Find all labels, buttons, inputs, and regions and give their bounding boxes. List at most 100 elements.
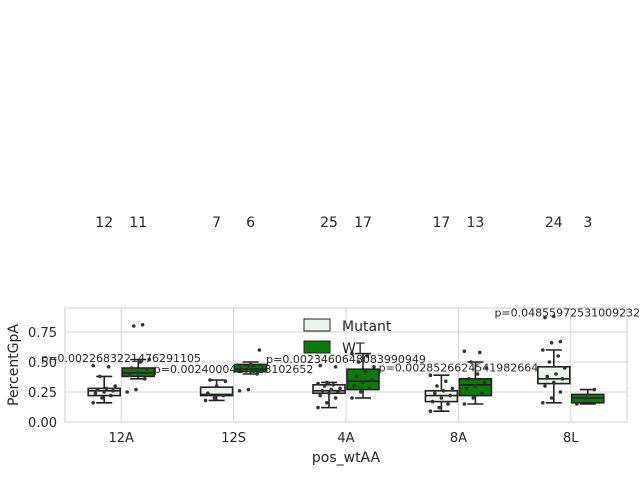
data-point (104, 386, 109, 391)
data-point (444, 379, 448, 384)
data-point (106, 365, 111, 369)
data-point (214, 384, 219, 388)
data-point (127, 373, 132, 378)
data-point (592, 387, 597, 392)
data-point (354, 374, 359, 379)
data-point (462, 402, 467, 406)
data-point (246, 387, 251, 392)
legend-label-mutant: Mutant (342, 319, 392, 335)
data-point (352, 384, 357, 388)
x-axis-label: pos_wtAA (312, 450, 381, 466)
data-point (475, 372, 480, 376)
data-point (372, 365, 376, 369)
data-point (91, 363, 95, 368)
data-point (464, 386, 469, 391)
data-point (359, 390, 363, 394)
count-label-mutant: 25 (320, 215, 338, 231)
box-wt (346, 368, 380, 391)
data-point (541, 401, 545, 405)
data-point (338, 386, 342, 391)
data-point (111, 389, 115, 393)
data-point (547, 360, 552, 364)
data-point (134, 387, 138, 392)
data-point (556, 354, 560, 358)
data-point (446, 402, 450, 406)
count-label-wt: 3 (583, 215, 592, 231)
data-point (467, 377, 471, 381)
data-point (545, 374, 549, 379)
plot-frame (64, 307, 628, 423)
data-point (327, 391, 331, 396)
data-point (439, 396, 444, 400)
data-point (450, 386, 455, 391)
data-point (448, 393, 453, 398)
y-tick-label: 0.00 (28, 416, 57, 431)
data-point (237, 389, 242, 393)
p-value-label: p=0.0022683221476291105 (41, 352, 201, 365)
data-point (93, 391, 98, 396)
data-point (318, 393, 323, 398)
x-tick-label: 12S (221, 431, 246, 446)
legend-swatch-mutant (303, 318, 331, 332)
data-point (367, 386, 372, 391)
data-point (473, 384, 478, 388)
p-value-label: p=0.0024000417028102652 (154, 363, 314, 376)
legend-label-wt: WT (342, 341, 365, 357)
data-point (102, 390, 106, 394)
data-point (549, 341, 554, 345)
x-tick-label: 4A (337, 431, 354, 446)
x-tick-label: 12A (108, 431, 134, 446)
data-point (240, 367, 244, 372)
data-point (100, 396, 104, 400)
p-value-label: p=0.0028526624541982664 (379, 362, 539, 375)
data-point (356, 360, 361, 364)
data-point (329, 387, 334, 392)
data-point (482, 380, 487, 385)
data-point (430, 399, 435, 404)
data-point (543, 384, 547, 388)
y-tick-label: 0.75 (28, 326, 57, 341)
data-point (138, 360, 143, 364)
data-point (428, 373, 433, 378)
data-point (583, 396, 588, 400)
data-point (365, 354, 370, 358)
data-point (208, 378, 212, 382)
data-point (363, 369, 368, 374)
data-point (248, 362, 253, 367)
data-point (145, 367, 149, 372)
data-point (221, 393, 225, 398)
data-point (331, 383, 336, 387)
data-point (462, 349, 467, 354)
count-label-wt: 13 (466, 215, 484, 231)
data-point (129, 366, 134, 370)
data-point (471, 396, 476, 400)
x-tick-label: 8A (450, 431, 467, 446)
data-point (433, 391, 437, 396)
data-point (257, 348, 262, 352)
data-point (113, 384, 117, 388)
data-point (478, 350, 482, 355)
data-point (370, 378, 374, 382)
data-point (136, 371, 140, 375)
count-label-wt: 17 (354, 215, 372, 231)
data-point (543, 315, 547, 320)
data-point (350, 396, 354, 400)
data-point (316, 381, 320, 386)
data-point (223, 379, 228, 384)
data-point (554, 372, 558, 376)
data-point (552, 380, 556, 385)
data-point (552, 314, 556, 319)
data-point (320, 389, 325, 393)
legend-swatch-wt (303, 340, 331, 354)
data-point (441, 389, 446, 393)
count-label-wt: 11 (129, 215, 147, 231)
data-point (109, 393, 113, 398)
data-point (206, 391, 210, 396)
data-point (147, 357, 151, 362)
count-label-mutant: 12 (95, 215, 113, 231)
data-point (428, 409, 433, 414)
data-point (98, 374, 102, 379)
x-tick-label: 8L (563, 431, 579, 446)
data-point (541, 348, 545, 352)
